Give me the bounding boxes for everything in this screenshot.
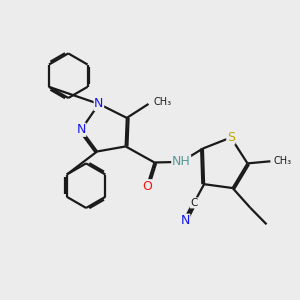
Text: N: N <box>94 98 104 110</box>
Text: C: C <box>190 198 198 208</box>
Text: O: O <box>142 180 152 193</box>
Text: N: N <box>76 123 86 136</box>
Text: CH₃: CH₃ <box>154 98 172 107</box>
Text: S: S <box>227 131 235 144</box>
Text: NH: NH <box>172 155 190 168</box>
Text: N: N <box>180 214 190 227</box>
Text: CH₃: CH₃ <box>274 156 292 166</box>
